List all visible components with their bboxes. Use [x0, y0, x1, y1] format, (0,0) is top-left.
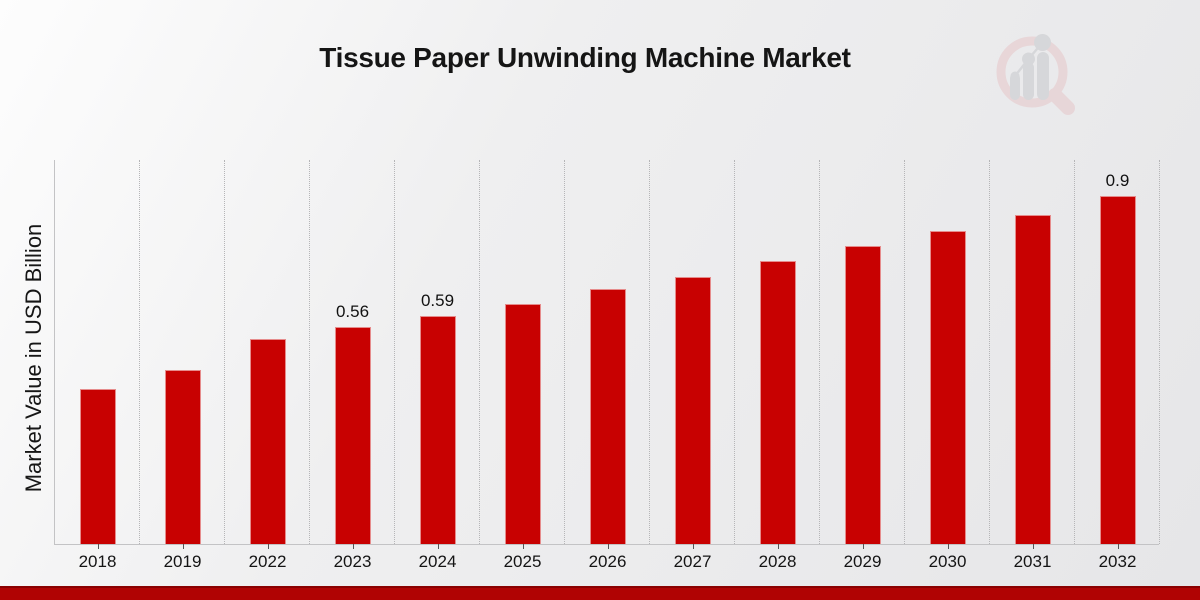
x-axis-tick	[777, 544, 779, 549]
category-slot-2026: 2026	[565, 160, 650, 571]
x-axis-label-2022: 2022	[248, 552, 287, 571]
bar-2025	[504, 304, 541, 544]
value-label-2032: 0.9	[1105, 171, 1130, 190]
x-axis-tick	[97, 544, 99, 549]
x-axis-tick	[437, 544, 439, 549]
x-axis-label-2028: 2028	[758, 552, 797, 571]
gridline	[479, 160, 480, 544]
bar-2019	[164, 370, 201, 544]
x-axis-tick	[1117, 544, 1119, 549]
x-axis-label-2023: 2023	[333, 552, 372, 571]
bar-2018	[79, 389, 116, 544]
category-slot-2019: 2019	[140, 160, 225, 571]
x-axis-label-2031: 2031	[1013, 552, 1052, 571]
x-axis-tick	[522, 544, 524, 549]
market-research-magnifier-logo	[996, 34, 1075, 115]
gridline	[394, 160, 395, 544]
category-slot-2022: 2022	[225, 160, 310, 571]
category-slot-2023: 0.56 2023	[310, 160, 395, 571]
x-axis-label-2019: 2019	[163, 552, 202, 571]
magnifier-chart-icon	[996, 34, 1075, 115]
x-axis-tick	[1032, 544, 1034, 549]
gridline	[734, 160, 735, 544]
x-axis-tick	[947, 544, 949, 549]
category-slot-2027: 2027	[650, 160, 735, 571]
x-axis-label-2027: 2027	[673, 552, 712, 571]
gridline	[649, 160, 650, 544]
bar-2024	[419, 316, 456, 544]
value-label-2023: 0.56	[335, 302, 370, 321]
x-axis-tick	[607, 544, 609, 549]
x-axis-label-2032: 2032	[1098, 552, 1137, 571]
bar-2026	[589, 289, 626, 544]
x-axis-tick	[352, 544, 354, 549]
x-axis-label-2018: 2018	[78, 552, 117, 571]
x-axis-tick	[862, 544, 864, 549]
bar-2028	[759, 261, 796, 544]
category-slot-2024: 0.59 2024	[395, 160, 480, 571]
bar-2027	[674, 277, 711, 544]
x-axis-label-2025: 2025	[503, 552, 542, 571]
gridline	[989, 160, 990, 544]
gridline	[904, 160, 905, 544]
bar-2022	[249, 339, 286, 544]
gridline	[224, 160, 225, 544]
chart-title: Tissue Paper Unwinding Machine Market	[319, 42, 851, 73]
x-axis-tick	[692, 544, 694, 549]
category-slot-2032: 0.9 2032	[1075, 160, 1160, 571]
category-slot-2030: 2030	[905, 160, 990, 571]
bar-2032	[1099, 196, 1136, 544]
y-axis-label: Market Value in USD Billion	[21, 223, 46, 493]
gridline	[309, 160, 310, 544]
x-axis-tick	[182, 544, 184, 549]
x-axis-label-2030: 2030	[928, 552, 967, 571]
gridline	[139, 160, 140, 544]
footer-band	[0, 586, 1200, 600]
bar-2023	[334, 327, 371, 544]
plot-area: 2018 2019 2022 0.56 2023 0.59 2024 2025 2026 2027…	[54, 160, 1160, 571]
x-axis-label-2024: 2024	[418, 552, 457, 571]
x-axis-label-2026: 2026	[588, 552, 627, 571]
category-slot-2031: 2031	[990, 160, 1075, 571]
value-label-2024: 0.59	[420, 291, 455, 310]
x-axis-tick	[267, 544, 269, 549]
bar-2031	[1014, 215, 1051, 544]
gridline	[1074, 160, 1075, 544]
category-slot-2029: 2029	[820, 160, 905, 571]
bar-2029	[844, 246, 881, 544]
category-slot-2025: 2025	[480, 160, 565, 571]
category-slot-2028: 2028	[735, 160, 820, 571]
bar-2030	[929, 231, 966, 544]
gridline	[819, 160, 820, 544]
category-slot-2018: 2018	[55, 160, 140, 571]
x-axis-label-2029: 2029	[843, 552, 882, 571]
gridline	[1159, 160, 1160, 544]
gridline	[564, 160, 565, 544]
